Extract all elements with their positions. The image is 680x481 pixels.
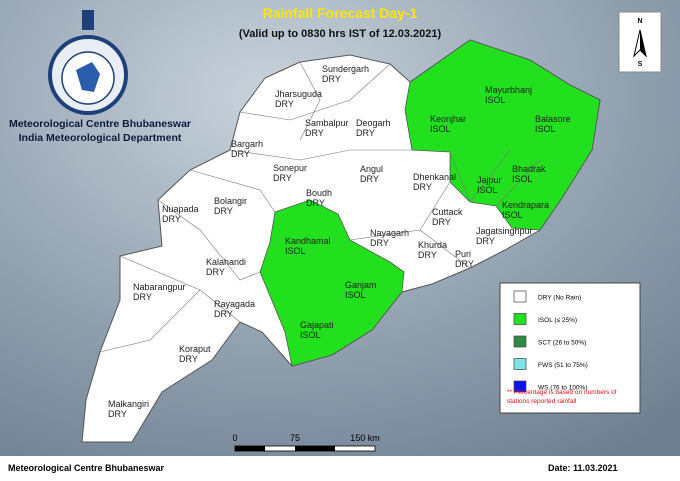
district-name: Puri — [455, 249, 471, 259]
district-forecast: ISOL — [485, 95, 506, 105]
legend-label: WS (76 to 100%) — [538, 385, 588, 392]
scale-bar — [234, 445, 376, 452]
district-forecast: DRY — [214, 309, 233, 319]
legend-swatch — [513, 290, 527, 303]
district-name: Kendrapara — [502, 200, 549, 210]
district-name: Jharsuguda — [275, 89, 322, 99]
district-name: Ganjam — [345, 280, 377, 290]
compass-south: S — [638, 61, 643, 68]
district-name: Nuapada — [162, 204, 199, 214]
legend-label: FWS (51 to 75%) — [538, 362, 588, 369]
district-forecast: DRY — [418, 250, 437, 260]
district-labels: SundergarhDRYJharsugudaDRYSambalpurDRYDe… — [108, 64, 571, 419]
district-name: Sonepur — [273, 163, 307, 173]
district-name: Nabarangpur — [133, 282, 186, 292]
rainfall-region — [404, 39, 601, 231]
district-forecast: DRY — [214, 206, 233, 216]
district-forecast: DRY — [108, 409, 127, 419]
scale-label: 150 km — [350, 433, 380, 443]
district-forecast: ISOL — [345, 290, 366, 300]
district-forecast: DRY — [322, 74, 341, 84]
district-forecast: DRY — [455, 259, 474, 269]
district-forecast: DRY — [206, 267, 225, 277]
legend-note: stations reported rainfall — [507, 398, 577, 405]
district-forecast: DRY — [432, 217, 451, 227]
district-forecast: ISOL — [430, 124, 451, 134]
legend-label: SCT (26 to 50%) — [538, 340, 586, 347]
legend-label: DRY (No Rain) — [538, 295, 581, 302]
district-name: Sundergarh — [322, 64, 369, 74]
district-name: Keonjhar — [430, 114, 466, 124]
district-forecast: ISOL — [300, 330, 321, 340]
district-name: Deogarh — [356, 118, 391, 128]
footer-left: Meteorological Centre Bhubaneswar — [8, 463, 165, 473]
district-name: Boudh — [306, 188, 332, 198]
district-name: Bargarh — [231, 139, 263, 149]
district-name: Sambalpur — [305, 118, 349, 128]
compass — [618, 11, 662, 73]
district-forecast: ISOL — [502, 210, 523, 220]
district-name: Bolangir — [214, 196, 247, 206]
legend-label: ISOL (≤ 25%) — [538, 317, 577, 324]
footer-right: Date: 11.03.2021 — [548, 463, 618, 473]
district-name: Balasore — [535, 114, 571, 124]
legend-swatch — [513, 380, 527, 393]
district-forecast: DRY — [413, 182, 432, 192]
district-name: Bhadrak — [512, 164, 546, 174]
scale-label: 75 — [290, 433, 300, 443]
district-forecast: DRY — [370, 238, 389, 248]
district-name: Kalahandi — [206, 257, 246, 267]
title: Rainfall Forecast Day-1 — [263, 5, 418, 21]
district-forecast: ISOL — [477, 185, 498, 195]
district-forecast: DRY — [356, 128, 375, 138]
district-forecast: DRY — [360, 174, 379, 184]
legend-note: ** Percentage is based on numbers of — [507, 389, 617, 396]
org-line: India Meteorological Department — [19, 132, 182, 144]
logo — [48, 10, 128, 115]
district-forecast: ISOL — [535, 124, 556, 134]
district-forecast: DRY — [273, 173, 292, 183]
district-forecast: ISOL — [512, 174, 533, 184]
district-name: Jajpur — [477, 175, 502, 185]
district-forecast: DRY — [162, 214, 181, 224]
district-name: Malkangiri — [108, 399, 149, 409]
subtitle: (Valid up to 0830 hrs IST of 12.03.2021) — [239, 28, 442, 40]
district-name: Kandhamal — [285, 236, 331, 246]
district-name: Cuttack — [432, 207, 463, 217]
legend-swatch — [513, 313, 527, 325]
district-name: Gajapati — [300, 320, 334, 330]
district-forecast: DRY — [275, 99, 294, 109]
district-name: Khurda — [418, 240, 447, 250]
org-line: Meteorological Centre Bhubaneswar — [9, 118, 191, 130]
district-name: Angul — [360, 164, 383, 174]
compass-north: N — [637, 18, 642, 25]
district-name: Mayurbhanj — [485, 85, 532, 95]
district-forecast: DRY — [306, 198, 325, 208]
district-forecast: ISOL — [285, 246, 306, 256]
district-name: Jagatsinghpur — [476, 226, 533, 236]
district-forecast: DRY — [179, 354, 198, 364]
legend-swatch — [513, 358, 527, 370]
legend-swatch — [513, 335, 527, 348]
district-name: Koraput — [179, 344, 211, 354]
rainfall-region — [259, 199, 405, 367]
district-name: Nayagarh — [370, 228, 409, 238]
legend: DRY (No Rain) ISOL (≤ 25%) SCT (26 to 50%)… — [513, 290, 588, 393]
district-name: Dhenkanal — [413, 172, 456, 182]
footer-strip — [0, 456, 680, 481]
district-name: Rayagada — [214, 299, 255, 309]
district-boundaries — [99, 61, 541, 353]
district-forecast: DRY — [305, 128, 324, 138]
district-forecast: DRY — [476, 236, 495, 246]
district-forecast: DRY — [231, 149, 250, 159]
district-forecast: DRY — [133, 292, 152, 302]
regions — [99, 39, 601, 367]
scale-label: 0 — [232, 433, 237, 443]
